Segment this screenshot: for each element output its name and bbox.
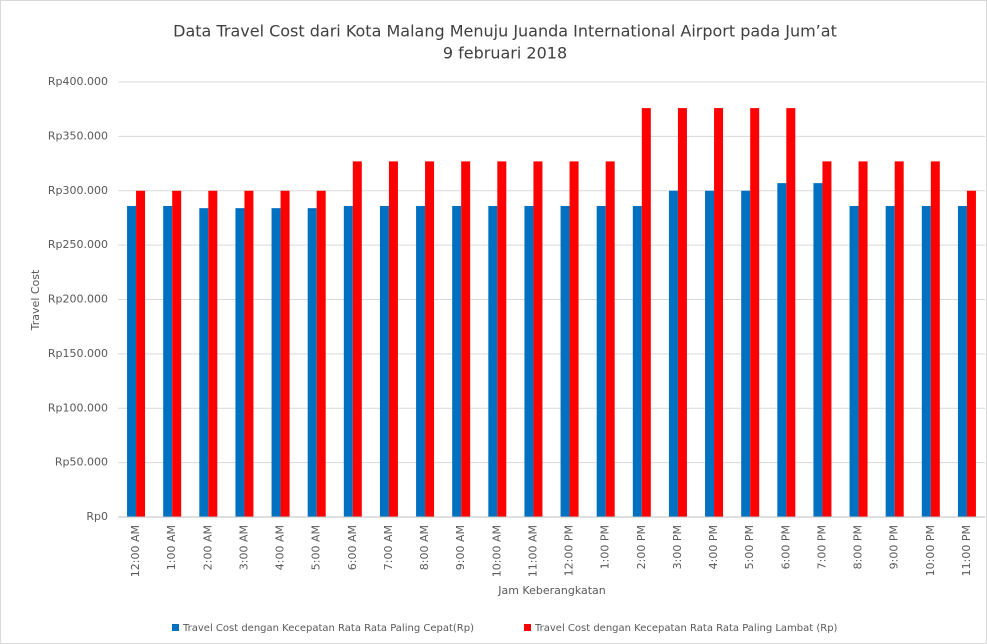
bar bbox=[750, 108, 760, 517]
x-tick-label: 11:00 PM bbox=[960, 525, 973, 576]
x-tick-label: 5:00 PM bbox=[743, 525, 756, 569]
bar bbox=[244, 190, 254, 517]
x-tick-label: 9:00 PM bbox=[888, 525, 901, 569]
bar bbox=[705, 190, 715, 517]
bar bbox=[163, 205, 173, 517]
bar bbox=[569, 161, 579, 517]
bar bbox=[777, 183, 787, 517]
bar bbox=[605, 161, 615, 517]
x-tick-label: 12:00 AM bbox=[129, 525, 142, 577]
x-tick-label: 11:00 AM bbox=[526, 525, 539, 577]
bar bbox=[894, 161, 904, 517]
bar bbox=[533, 161, 543, 517]
bar bbox=[632, 205, 642, 517]
x-tick-label: 3:00 PM bbox=[671, 525, 684, 569]
bar bbox=[930, 161, 940, 517]
x-tick-label: 10:00 PM bbox=[924, 525, 937, 576]
bar bbox=[668, 190, 678, 517]
legend-label: Travel Cost dengan Kecepatan Rata Rata P… bbox=[182, 623, 474, 634]
bar bbox=[307, 208, 317, 517]
bar bbox=[316, 190, 326, 517]
bar bbox=[849, 205, 859, 517]
x-tick-label: 7:00 PM bbox=[815, 525, 828, 569]
bar bbox=[461, 161, 471, 517]
bar bbox=[127, 205, 137, 517]
bar bbox=[136, 190, 146, 517]
x-tick-label: 2:00 AM bbox=[201, 525, 214, 570]
bar bbox=[858, 161, 868, 517]
x-tick-label: 6:00 PM bbox=[779, 525, 792, 569]
bar bbox=[885, 205, 895, 517]
x-tick-label: 2:00 PM bbox=[635, 525, 648, 569]
y-tick-label: Rp50.000 bbox=[55, 456, 108, 469]
y-tick-label: Rp0 bbox=[86, 510, 108, 523]
bar bbox=[280, 190, 290, 517]
x-axis-label: Jam Keberangkatan bbox=[497, 584, 606, 597]
x-tick-label: 10:00 AM bbox=[490, 525, 503, 577]
bar bbox=[235, 208, 245, 517]
x-tick-label: 5:00 AM bbox=[310, 525, 323, 570]
bar bbox=[677, 108, 687, 517]
bar bbox=[813, 183, 823, 517]
bar bbox=[388, 161, 398, 517]
bar bbox=[596, 205, 606, 517]
bar bbox=[452, 205, 462, 517]
bar bbox=[172, 190, 182, 517]
y-axis-label: Travel Cost bbox=[29, 269, 42, 331]
bar bbox=[497, 161, 507, 517]
x-tick-label: 4:00 PM bbox=[707, 525, 720, 569]
y-tick-label: Rp250.000 bbox=[48, 238, 108, 251]
chart-title: 9 februari 2018 bbox=[443, 44, 567, 63]
x-tick-label: 6:00 AM bbox=[346, 525, 359, 570]
bar bbox=[343, 205, 353, 517]
x-tick-label: 3:00 AM bbox=[237, 525, 250, 570]
bar bbox=[921, 205, 931, 517]
bar bbox=[425, 161, 435, 517]
bar bbox=[641, 108, 651, 517]
x-tick-label: 1:00 PM bbox=[599, 525, 612, 569]
y-tick-label: Rp150.000 bbox=[48, 347, 108, 360]
bar bbox=[199, 208, 209, 517]
bar bbox=[524, 205, 534, 517]
y-tick-label: Rp100.000 bbox=[48, 401, 108, 414]
bar bbox=[488, 205, 498, 517]
legend-swatch bbox=[524, 624, 531, 631]
x-tick-label: 1:00 AM bbox=[165, 525, 178, 570]
x-tick-label: 7:00 AM bbox=[382, 525, 395, 570]
legend-label: Travel Cost dengan Kecepatan Rata Rata P… bbox=[534, 623, 838, 634]
bar bbox=[741, 190, 751, 517]
x-tick-label: 12:00 PM bbox=[563, 525, 576, 576]
bar bbox=[966, 190, 976, 517]
legend-swatch bbox=[172, 624, 179, 631]
bar bbox=[957, 205, 967, 517]
x-tick-label: 9:00 AM bbox=[454, 525, 467, 570]
bar bbox=[379, 205, 389, 517]
bar bbox=[271, 208, 281, 517]
bar bbox=[352, 161, 362, 517]
bar bbox=[786, 108, 796, 517]
bar bbox=[560, 205, 570, 517]
y-tick-label: Rp350.000 bbox=[48, 129, 108, 142]
y-tick-label: Rp300.000 bbox=[48, 184, 108, 197]
x-tick-label: 4:00 AM bbox=[274, 525, 287, 570]
chart-title: Data Travel Cost dari Kota Malang Menuju… bbox=[173, 22, 837, 41]
y-tick-label: Rp400.000 bbox=[48, 75, 108, 88]
bar bbox=[822, 161, 832, 517]
y-tick-label: Rp200.000 bbox=[48, 293, 108, 306]
bar bbox=[208, 190, 218, 517]
x-tick-label: 8:00 AM bbox=[418, 525, 431, 570]
x-tick-label: 8:00 PM bbox=[852, 525, 865, 569]
bar bbox=[416, 205, 426, 517]
bar bbox=[714, 108, 724, 517]
